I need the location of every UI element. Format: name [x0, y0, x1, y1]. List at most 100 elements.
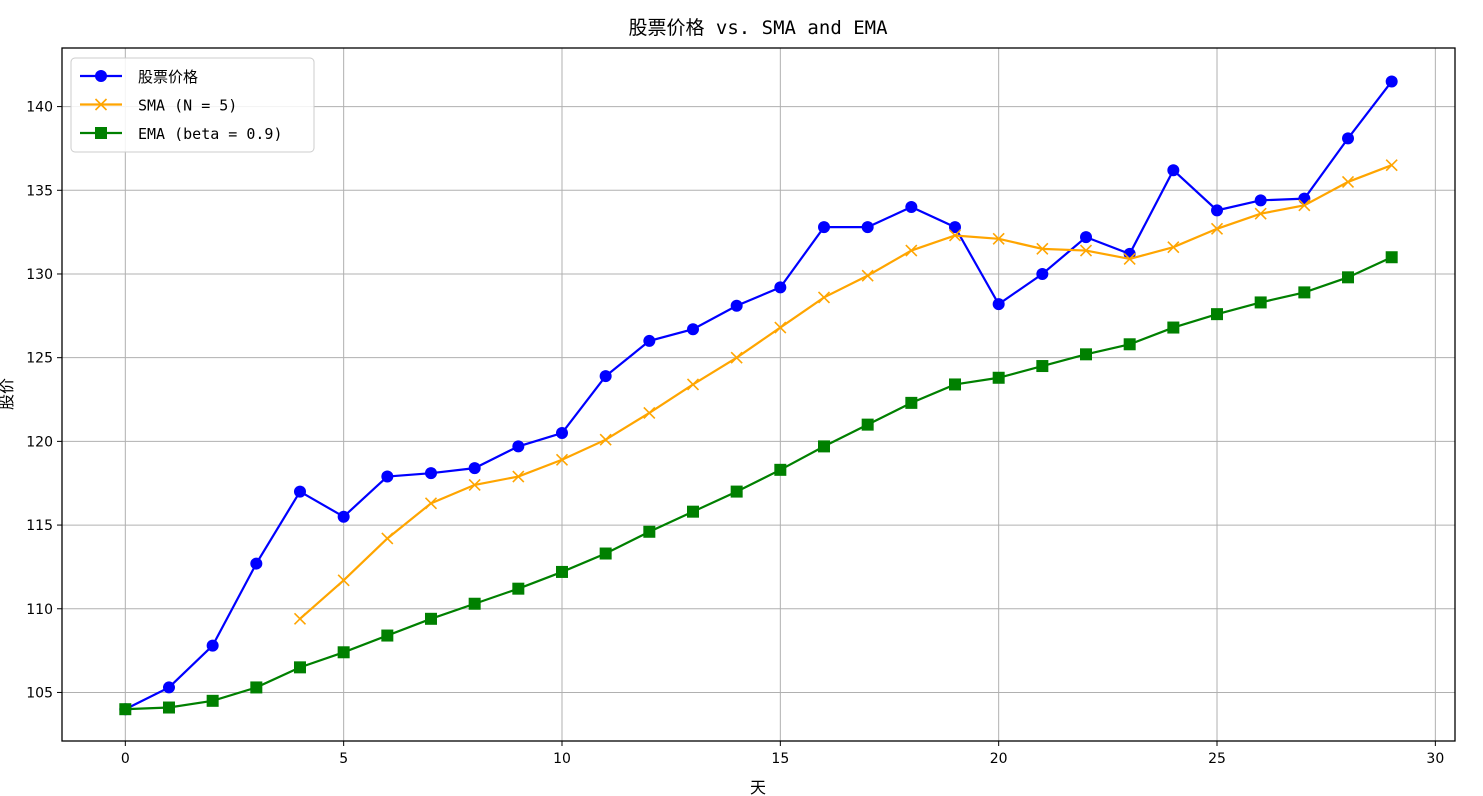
series-2-point: [643, 406, 656, 419]
series-1-point: [1167, 164, 1180, 177]
legend-items: 股票价格 SMA (N = 5) EMA (beta = 0.9): [80, 68, 283, 143]
y-tick-label: 115: [26, 518, 53, 534]
x-tick-label: 30: [1426, 751, 1444, 767]
series-layer: [119, 75, 1398, 716]
series-1-point: [599, 370, 612, 383]
series-2-point: [381, 532, 394, 545]
legend: 股票价格 SMA (N = 5) EMA (beta = 0.9): [70, 57, 315, 153]
x-tick-label: 5: [339, 751, 348, 767]
series-1-point: [774, 281, 787, 294]
series-2-point: [1123, 252, 1136, 265]
ticks: 0 5 10 15 20 25 30 105 110 115 120 125 130 135 140: [26, 100, 1444, 767]
series-1-point: [1254, 194, 1267, 207]
series-3-point: [1298, 286, 1311, 299]
series-2-point: [686, 378, 700, 391]
series-2-point: [599, 433, 612, 446]
x-tick-label: 0: [121, 751, 130, 767]
y-tick-label: 120: [26, 434, 53, 450]
series-2-point: [1341, 175, 1355, 188]
series-1-point: [555, 427, 568, 439]
series-3-point: [1080, 348, 1093, 361]
series-3-point: [861, 418, 874, 431]
legend-label: 股票价格: [138, 68, 198, 86]
series-1-point: [424, 467, 437, 480]
series-3-point: [250, 681, 263, 694]
series-3-point: [818, 440, 831, 453]
series-3-point: [949, 378, 962, 391]
chart-title: 股票价格 vs. SMA and EMA: [628, 17, 888, 39]
series-3-point: [643, 525, 656, 538]
series-1-point: [1036, 267, 1049, 280]
series-1-point: [468, 462, 481, 475]
series-2-point: [905, 244, 918, 257]
legend-marker: [94, 98, 108, 111]
series-2-point: [1167, 241, 1180, 254]
series-3-point: [774, 463, 787, 476]
series-1-point: [250, 557, 263, 570]
y-tick-label: 140: [26, 100, 53, 116]
series-1-point: [905, 201, 918, 214]
series-3-point: [468, 597, 481, 610]
series-2: [293, 159, 1398, 625]
legend-marker: [95, 70, 107, 82]
plot-frame: [61, 47, 1456, 742]
series-2-point: [948, 229, 962, 242]
series-3-point: [119, 703, 132, 716]
series-2-point: [1036, 242, 1049, 255]
series-2-point: [992, 232, 1005, 245]
series-1-point: [818, 221, 831, 234]
series-2-point: [1079, 244, 1093, 257]
series-3-point: [424, 612, 437, 625]
x-tick-label: 25: [1208, 751, 1226, 767]
series-3-point: [1123, 338, 1136, 351]
grid: [62, 48, 1455, 741]
series-1-point: [381, 470, 394, 483]
series-1-point: [992, 298, 1005, 311]
series-1-point: [1342, 132, 1355, 145]
series-3-point: [381, 629, 394, 642]
x-tick-label: 10: [553, 751, 571, 767]
series-2-point: [1254, 207, 1267, 220]
y-tick-label: 110: [26, 602, 53, 618]
series-1-point: [512, 440, 525, 453]
series-3-point: [512, 582, 525, 595]
series-1-point: [293, 485, 306, 498]
series-2-point: [774, 321, 787, 334]
series-1-point: [162, 681, 175, 694]
series-3-point: [555, 565, 568, 578]
y-tick-label: 130: [26, 267, 53, 283]
series-1-point: [861, 221, 874, 234]
series-1-point: [730, 299, 743, 312]
series-1-point: [1080, 231, 1093, 244]
x-axis-label: 天: [750, 778, 766, 796]
series-2-point: [468, 478, 481, 491]
y-tick-label: 125: [26, 351, 53, 367]
series-3-point: [206, 694, 219, 707]
series-1-point: [686, 323, 699, 336]
series-3-point: [1167, 321, 1180, 334]
series-1-point: [337, 510, 350, 523]
series-2-point: [337, 574, 350, 587]
series-3-point: [1342, 271, 1355, 284]
series-1-point: [643, 334, 656, 347]
legend-label: EMA (beta = 0.9): [138, 125, 283, 143]
series-2-point: [861, 269, 874, 282]
series-3: [119, 251, 1398, 716]
y-axis-label: 股价: [0, 378, 16, 410]
y-tick-label: 105: [26, 685, 53, 701]
series-1-point: [1385, 75, 1398, 88]
series-3-point: [992, 371, 1005, 384]
series-3-point: [905, 396, 918, 409]
series-3-point: [1211, 308, 1224, 321]
series-3-point: [337, 646, 350, 659]
legend-label: SMA (N = 5): [138, 97, 237, 115]
x-tick-label: 20: [990, 751, 1008, 767]
series-2-point: [730, 351, 743, 364]
series-2-point: [1210, 222, 1224, 235]
series-3-line: [125, 256, 1393, 711]
series-3-point: [730, 485, 743, 498]
series-3-point: [1385, 251, 1398, 264]
legend-marker: [95, 127, 107, 139]
series-3-point: [599, 547, 612, 560]
series-3-point: [1036, 360, 1049, 373]
